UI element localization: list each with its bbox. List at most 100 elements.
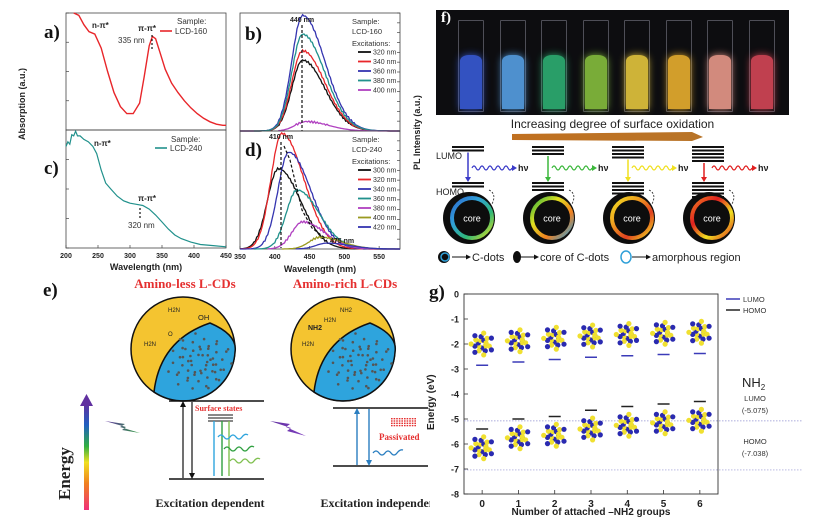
legend-label: 360 nm xyxy=(373,69,397,76)
passivated-dot xyxy=(411,424,414,427)
peak-label: 335 nm xyxy=(118,36,145,45)
carbon-atom xyxy=(193,373,196,376)
orbital-lobe xyxy=(473,441,479,447)
orbital-lobe xyxy=(504,338,510,344)
orbital-lobe xyxy=(591,340,597,346)
passivated-dot xyxy=(401,422,403,424)
orbital-lobe xyxy=(577,426,583,432)
legend-cdot-ring xyxy=(440,252,450,262)
orbital-lobe xyxy=(581,335,587,341)
orbital-lobe xyxy=(581,325,587,331)
sample-title: Sample: xyxy=(352,17,380,26)
lumo-orbital xyxy=(650,319,676,347)
orbital-lobe xyxy=(556,431,562,437)
orbital-lobe xyxy=(701,328,707,334)
passivated-dot xyxy=(404,424,406,427)
vial-liquid xyxy=(501,55,524,109)
orbital-lobe xyxy=(633,326,640,332)
carbon-atom xyxy=(371,357,375,360)
legend-label: C-dots xyxy=(472,252,505,264)
orbital-lobe xyxy=(483,444,489,450)
orbital-lobe xyxy=(597,327,603,333)
orbital-lobe xyxy=(706,423,712,429)
lumo-level xyxy=(692,156,724,159)
orbital-lobe xyxy=(561,426,567,432)
group-label: O xyxy=(168,332,173,338)
carbon-atom xyxy=(176,383,180,386)
passivated-dot xyxy=(396,422,398,424)
orbital-lobe xyxy=(617,334,623,340)
carbon-atom xyxy=(209,358,212,361)
orbital-lobe xyxy=(592,332,598,338)
lumo-level xyxy=(532,146,564,148)
x-tick-label: 350 xyxy=(234,254,246,261)
y-axis-label-absorption: Absorption (a.u.) xyxy=(17,68,27,140)
orbital-lobe xyxy=(662,341,668,347)
particle-amino-less: H2N OH H2N O xyxy=(130,296,237,402)
legend: C-dots core of C-dots amorphous region xyxy=(438,250,741,264)
orbital-lobe xyxy=(525,332,531,338)
caption-excitation-dependent: Excitation dependent xyxy=(155,496,264,510)
orbital-lobe xyxy=(618,418,624,424)
orbital-lobe xyxy=(472,333,478,339)
vial-liquid xyxy=(626,55,648,109)
carbon-atom xyxy=(351,340,355,344)
passivated-label: Passivated xyxy=(379,432,420,442)
orbital-lobe xyxy=(472,453,478,459)
carbon-atom xyxy=(171,349,175,353)
hv-label: hν xyxy=(598,163,609,173)
sample-name: LCD-160 xyxy=(352,27,382,36)
passivated-dot xyxy=(414,424,416,427)
group-label: NH2 xyxy=(340,308,353,314)
passivated-dot xyxy=(391,424,393,427)
title-amino-less: Amino-less L-CDs xyxy=(134,276,236,291)
carbon-atom xyxy=(206,354,210,357)
carbon-atom xyxy=(200,371,203,375)
energy-gradient-bar xyxy=(84,404,89,510)
orbital-lobe xyxy=(662,431,668,437)
legend-label: 420 nm xyxy=(373,225,397,232)
carbon-atom xyxy=(214,377,218,381)
orbital-lobe xyxy=(544,337,551,343)
legend-label: 340 nm xyxy=(373,187,397,194)
legend-homo: HOMO xyxy=(743,306,766,315)
passivated-dot xyxy=(406,424,409,427)
carbon-atom xyxy=(367,386,370,390)
orbital-lobe xyxy=(581,434,587,440)
carbon-atom xyxy=(171,361,175,365)
homo-label: HOMO xyxy=(436,187,464,197)
orbital-lobe xyxy=(653,332,659,338)
orbital-lobe xyxy=(555,342,561,348)
carbon-atom xyxy=(350,363,354,367)
peak-label-start: 410 nm xyxy=(269,134,293,141)
orbital-lobe xyxy=(553,324,559,330)
vial xyxy=(541,20,567,112)
orbital-lobe xyxy=(508,346,514,352)
orbital-lobe xyxy=(482,348,488,354)
carbon-atom xyxy=(207,347,210,350)
carbon-atom xyxy=(385,350,388,353)
homo-level xyxy=(532,182,564,184)
y-ticks xyxy=(66,129,69,249)
orbital-lobe xyxy=(481,434,487,440)
homo-level xyxy=(612,182,644,184)
annotation-pi-pi: π-π* xyxy=(138,24,157,33)
lightning-icon xyxy=(270,421,306,436)
orbital-lobe xyxy=(633,428,640,434)
orbital-lobe xyxy=(617,424,623,430)
arrow-head xyxy=(592,165,597,171)
carbon-atom xyxy=(214,363,218,366)
x-ticks: 0 1 2 3 4 5 6 xyxy=(479,490,703,510)
arrow-head xyxy=(465,177,471,182)
orbital-lobe xyxy=(694,424,700,430)
orbital-lobe xyxy=(525,429,531,435)
panel-label-e: e) xyxy=(43,280,58,301)
carbon-atom xyxy=(366,354,370,357)
legend-lumo: LUMO xyxy=(743,295,765,304)
carbon-atom xyxy=(189,359,193,363)
carbon-atom xyxy=(382,368,386,371)
legend-label: 380 nm xyxy=(373,78,397,85)
energy-marks xyxy=(476,352,706,430)
orbital-lobe xyxy=(686,329,692,335)
lumo-level xyxy=(692,149,724,152)
